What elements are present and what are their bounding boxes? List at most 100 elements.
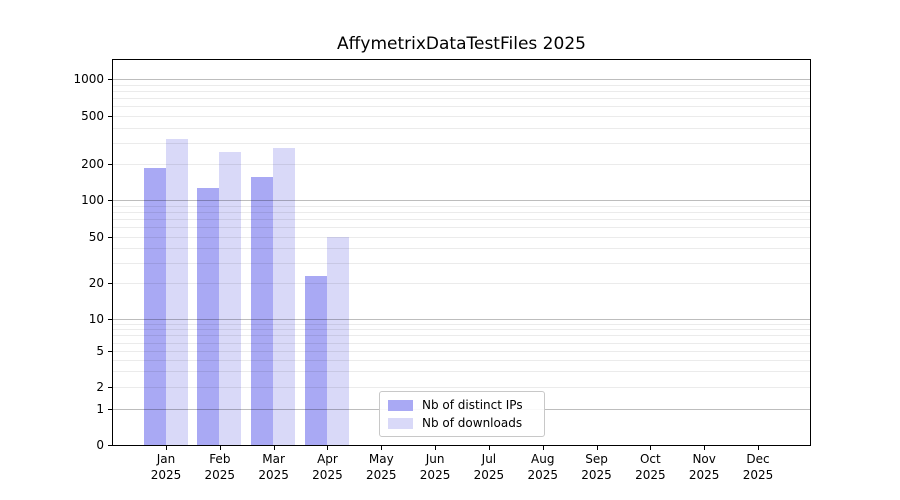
legend-row-downloads: Nb of downloads xyxy=(388,416,534,430)
x-tick-label-jun: Jun 2025 xyxy=(407,451,463,483)
y-tick-label-1: 1 xyxy=(96,402,104,416)
major-gridline-1000 xyxy=(113,79,810,80)
x-tick-oct xyxy=(650,446,652,450)
minor-gridline-80 xyxy=(113,212,810,213)
bar-mar-downloads xyxy=(273,148,296,445)
x-tick-label-mar: Mar 2025 xyxy=(246,451,302,483)
x-tick-nov xyxy=(704,446,706,450)
minor-gridline-30 xyxy=(113,263,810,264)
y-tick-2 xyxy=(108,387,112,388)
y-tick-label-200: 200 xyxy=(81,157,104,171)
bar-apr-distinct-ips xyxy=(304,275,327,445)
bar-feb-distinct-ips xyxy=(197,188,220,445)
y-tick-1 xyxy=(108,409,112,410)
major-gridline-100 xyxy=(113,200,810,201)
minor-gridline-2 xyxy=(113,387,810,388)
x-tick-label-oct: Oct 2025 xyxy=(622,451,678,483)
x-tick-apr xyxy=(327,446,329,450)
x-tick-label-aug: Aug 2025 xyxy=(515,451,571,483)
y-tick-label-10: 10 xyxy=(88,312,104,326)
x-tick-label-sep: Sep 2025 xyxy=(569,451,625,483)
x-tick-label-year: 2025 xyxy=(204,468,236,482)
y-tick-500 xyxy=(108,116,112,117)
chart-title: AffymetrixDataTestFiles 2025 xyxy=(337,34,586,54)
minor-gridline-300 xyxy=(113,143,810,144)
y-tick-label-2: 2 xyxy=(96,380,104,394)
bar-apr-downloads xyxy=(326,237,349,445)
x-tick-label-year: 2025 xyxy=(258,468,289,482)
minor-gridline-8 xyxy=(113,329,810,330)
y-tick-20 xyxy=(108,283,112,284)
x-tick-label-jan: Jan 2025 xyxy=(138,451,194,483)
bar-feb-downloads xyxy=(219,152,242,445)
x-tick-aug xyxy=(542,446,544,450)
minor-gridline-900 xyxy=(113,85,810,86)
x-tick-label-may: May 2025 xyxy=(353,451,409,483)
y-tick-label-0: 0 xyxy=(96,438,104,452)
y-tick-5 xyxy=(108,351,112,352)
y-tick-50 xyxy=(108,237,112,238)
y-tick-label-1000: 1000 xyxy=(73,72,104,86)
legend-swatch-downloads xyxy=(388,417,413,429)
y-tick-10 xyxy=(108,319,112,320)
x-tick-label-year: 2025 xyxy=(312,468,343,482)
x-tick-dec xyxy=(758,446,759,450)
y-tick-label-100: 100 xyxy=(81,193,104,207)
y-tick-200 xyxy=(108,164,112,165)
minor-gridline-4 xyxy=(113,360,810,361)
x-tick-label-jul: Jul 2025 xyxy=(461,451,517,483)
legend: Nb of distinct IPs Nb of downloads xyxy=(379,391,545,437)
x-tick-label-year: 2025 xyxy=(365,468,397,482)
minor-gridline-6 xyxy=(113,343,810,344)
minor-gridline-400 xyxy=(113,128,810,129)
x-tick-sep xyxy=(596,446,598,450)
y-tick-label-50: 50 xyxy=(88,230,104,244)
minor-gridline-40 xyxy=(113,248,810,249)
bar-jan-downloads xyxy=(165,139,188,445)
y-tick-label-20: 20 xyxy=(88,276,104,290)
major-gridline-10 xyxy=(113,319,810,320)
x-tick-jun xyxy=(435,446,437,450)
legend-row-distinct-ips: Nb of distinct IPs xyxy=(388,398,534,412)
x-tick-may xyxy=(381,446,383,450)
y-tick-100 xyxy=(108,200,112,201)
x-tick-label-nov: Nov 2025 xyxy=(676,451,732,483)
plot-area xyxy=(112,59,811,446)
y-tick-1000 xyxy=(108,79,112,80)
minor-gridline-3 xyxy=(113,371,810,372)
x-tick-label-year: 2025 xyxy=(419,468,451,482)
minor-gridline-90 xyxy=(113,206,810,207)
minor-gridline-9 xyxy=(113,324,810,325)
x-tick-label-year: 2025 xyxy=(473,468,505,482)
legend-label-distinct-ips: Nb of distinct IPs xyxy=(422,398,523,412)
bar-jan-distinct-ips xyxy=(143,168,166,445)
legend-label-downloads: Nb of downloads xyxy=(422,416,523,430)
x-tick-label-year: 2025 xyxy=(527,468,558,482)
minor-gridline-7 xyxy=(113,335,810,336)
minor-gridline-500 xyxy=(113,116,810,117)
x-tick-label-year: 2025 xyxy=(150,468,182,482)
x-tick-mar xyxy=(273,446,275,450)
x-tick-label-year: 2025 xyxy=(742,468,774,482)
x-tick-feb xyxy=(219,446,221,450)
y-tick-label-5: 5 xyxy=(96,344,104,358)
x-tick-label-year: 2025 xyxy=(581,468,612,482)
legend-swatch-distinct-ips xyxy=(388,399,413,411)
y-tick-label-500: 500 xyxy=(81,109,104,123)
minor-gridline-70 xyxy=(113,219,810,220)
minor-gridline-50 xyxy=(113,237,810,238)
x-tick-label-feb: Feb 2025 xyxy=(192,451,248,483)
x-tick-label-dec: Dec 2025 xyxy=(730,451,786,483)
x-tick-label-year: 2025 xyxy=(688,468,720,482)
minor-gridline-800 xyxy=(113,91,810,92)
y-tick-0 xyxy=(108,445,112,446)
x-tick-label-apr: Apr 2025 xyxy=(299,451,355,483)
x-tick-jan xyxy=(166,446,167,450)
bars-layer xyxy=(113,60,810,445)
minor-gridline-60 xyxy=(113,227,810,228)
x-tick-jul xyxy=(488,446,490,450)
minor-gridline-200 xyxy=(113,164,810,165)
bar-mar-distinct-ips xyxy=(251,176,274,445)
gridlines-layer xyxy=(113,60,810,445)
